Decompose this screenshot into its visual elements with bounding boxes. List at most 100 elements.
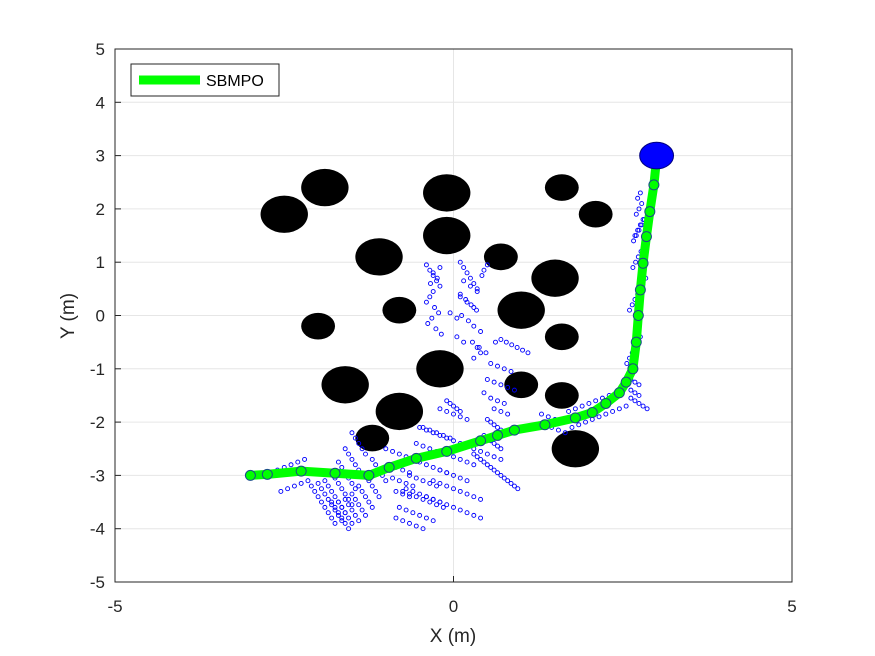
sample-point — [471, 494, 477, 500]
sample-point — [423, 494, 429, 500]
sample-point — [302, 456, 308, 462]
sample-point — [483, 350, 489, 356]
legend: SBMPO — [130, 63, 280, 97]
sample-point — [444, 408, 450, 414]
sample-point — [637, 190, 643, 196]
sample-point — [420, 424, 426, 430]
sample-point — [322, 491, 328, 497]
obstacle — [544, 174, 579, 201]
sample-point — [373, 462, 379, 468]
sample-point — [498, 337, 504, 342]
sample-point — [464, 478, 470, 484]
sample-point — [393, 488, 399, 494]
y-tick-label: -3 — [90, 466, 105, 485]
sample-point — [430, 496, 436, 502]
sample-point — [457, 408, 463, 414]
sample-point — [349, 430, 355, 436]
sample-point — [459, 313, 465, 318]
sample-point — [335, 459, 341, 465]
sample-point — [356, 502, 362, 508]
sample-point — [457, 456, 463, 462]
obstacle — [355, 238, 403, 276]
sample-point — [329, 515, 335, 521]
y-ticks: 5 4 3 2 1 0 -1 -2 -3 -4 -5 — [90, 40, 121, 592]
sample-point — [427, 499, 433, 505]
sample-point — [407, 491, 412, 497]
sample-point — [484, 377, 490, 382]
sample-point — [383, 446, 389, 452]
sample-point — [471, 462, 477, 468]
sample-point — [342, 491, 348, 497]
sample-point — [616, 406, 622, 412]
sample-point — [505, 385, 511, 390]
sample-point — [434, 483, 440, 489]
sample-point — [403, 480, 409, 486]
sample-point — [400, 467, 406, 473]
sample-point — [332, 494, 338, 500]
sample-point — [376, 494, 382, 500]
sample-point — [464, 510, 470, 516]
sample-point — [569, 424, 575, 430]
sample-point — [640, 403, 646, 409]
sample-point — [437, 499, 443, 505]
sample-point — [325, 496, 331, 502]
sample-point — [363, 451, 368, 457]
sample-point — [474, 345, 480, 350]
sample-point — [312, 488, 318, 494]
sample-point — [539, 411, 544, 417]
sample-point — [454, 406, 460, 412]
sample-point — [349, 480, 355, 486]
sample-point — [478, 515, 484, 521]
sample-point — [474, 307, 479, 313]
sample-point — [474, 286, 480, 292]
sample-point — [484, 451, 490, 457]
path-node — [508, 424, 520, 436]
sample-point — [501, 366, 507, 372]
sample-point — [427, 427, 433, 433]
sample-point — [451, 454, 456, 460]
sample-point — [278, 488, 284, 494]
sample-point — [511, 483, 517, 489]
sample-point — [627, 307, 632, 313]
sample-point — [484, 462, 490, 468]
sample-point — [440, 432, 446, 438]
sample-point — [288, 462, 294, 468]
sample-point — [488, 395, 494, 401]
sample-point — [495, 363, 500, 369]
obstacle — [423, 216, 471, 255]
path-node — [475, 435, 487, 447]
sample-point — [464, 459, 470, 465]
sample-point — [430, 273, 436, 278]
sample-point — [407, 472, 412, 478]
sample-point — [430, 464, 436, 470]
sample-point — [471, 451, 477, 457]
path-node — [634, 284, 646, 296]
sample-point — [329, 502, 335, 508]
sample-point — [447, 435, 453, 441]
sample-point — [481, 390, 487, 396]
sample-point — [342, 510, 348, 516]
sample-point — [498, 456, 504, 462]
x-tick-label: -5 — [107, 597, 122, 616]
sample-point — [495, 398, 500, 404]
sample-point — [632, 398, 638, 404]
sample-point — [339, 486, 345, 492]
obstacle — [497, 291, 545, 329]
sample-point — [464, 270, 470, 276]
obstacles — [260, 168, 613, 468]
sample-point — [576, 422, 582, 428]
sample-point — [325, 483, 331, 489]
sample-point — [346, 451, 352, 457]
sample-point — [427, 480, 433, 486]
sample-point — [319, 499, 324, 505]
sample-point — [410, 488, 416, 494]
sample-point — [555, 427, 561, 433]
y-tick-label: 0 — [96, 307, 105, 326]
sample-point — [322, 478, 328, 484]
sample-point — [631, 238, 637, 244]
sample-point — [593, 398, 599, 404]
sample-point — [400, 491, 406, 497]
sample-point — [628, 395, 634, 401]
sample-point — [635, 227, 641, 233]
sample-point — [437, 467, 443, 473]
